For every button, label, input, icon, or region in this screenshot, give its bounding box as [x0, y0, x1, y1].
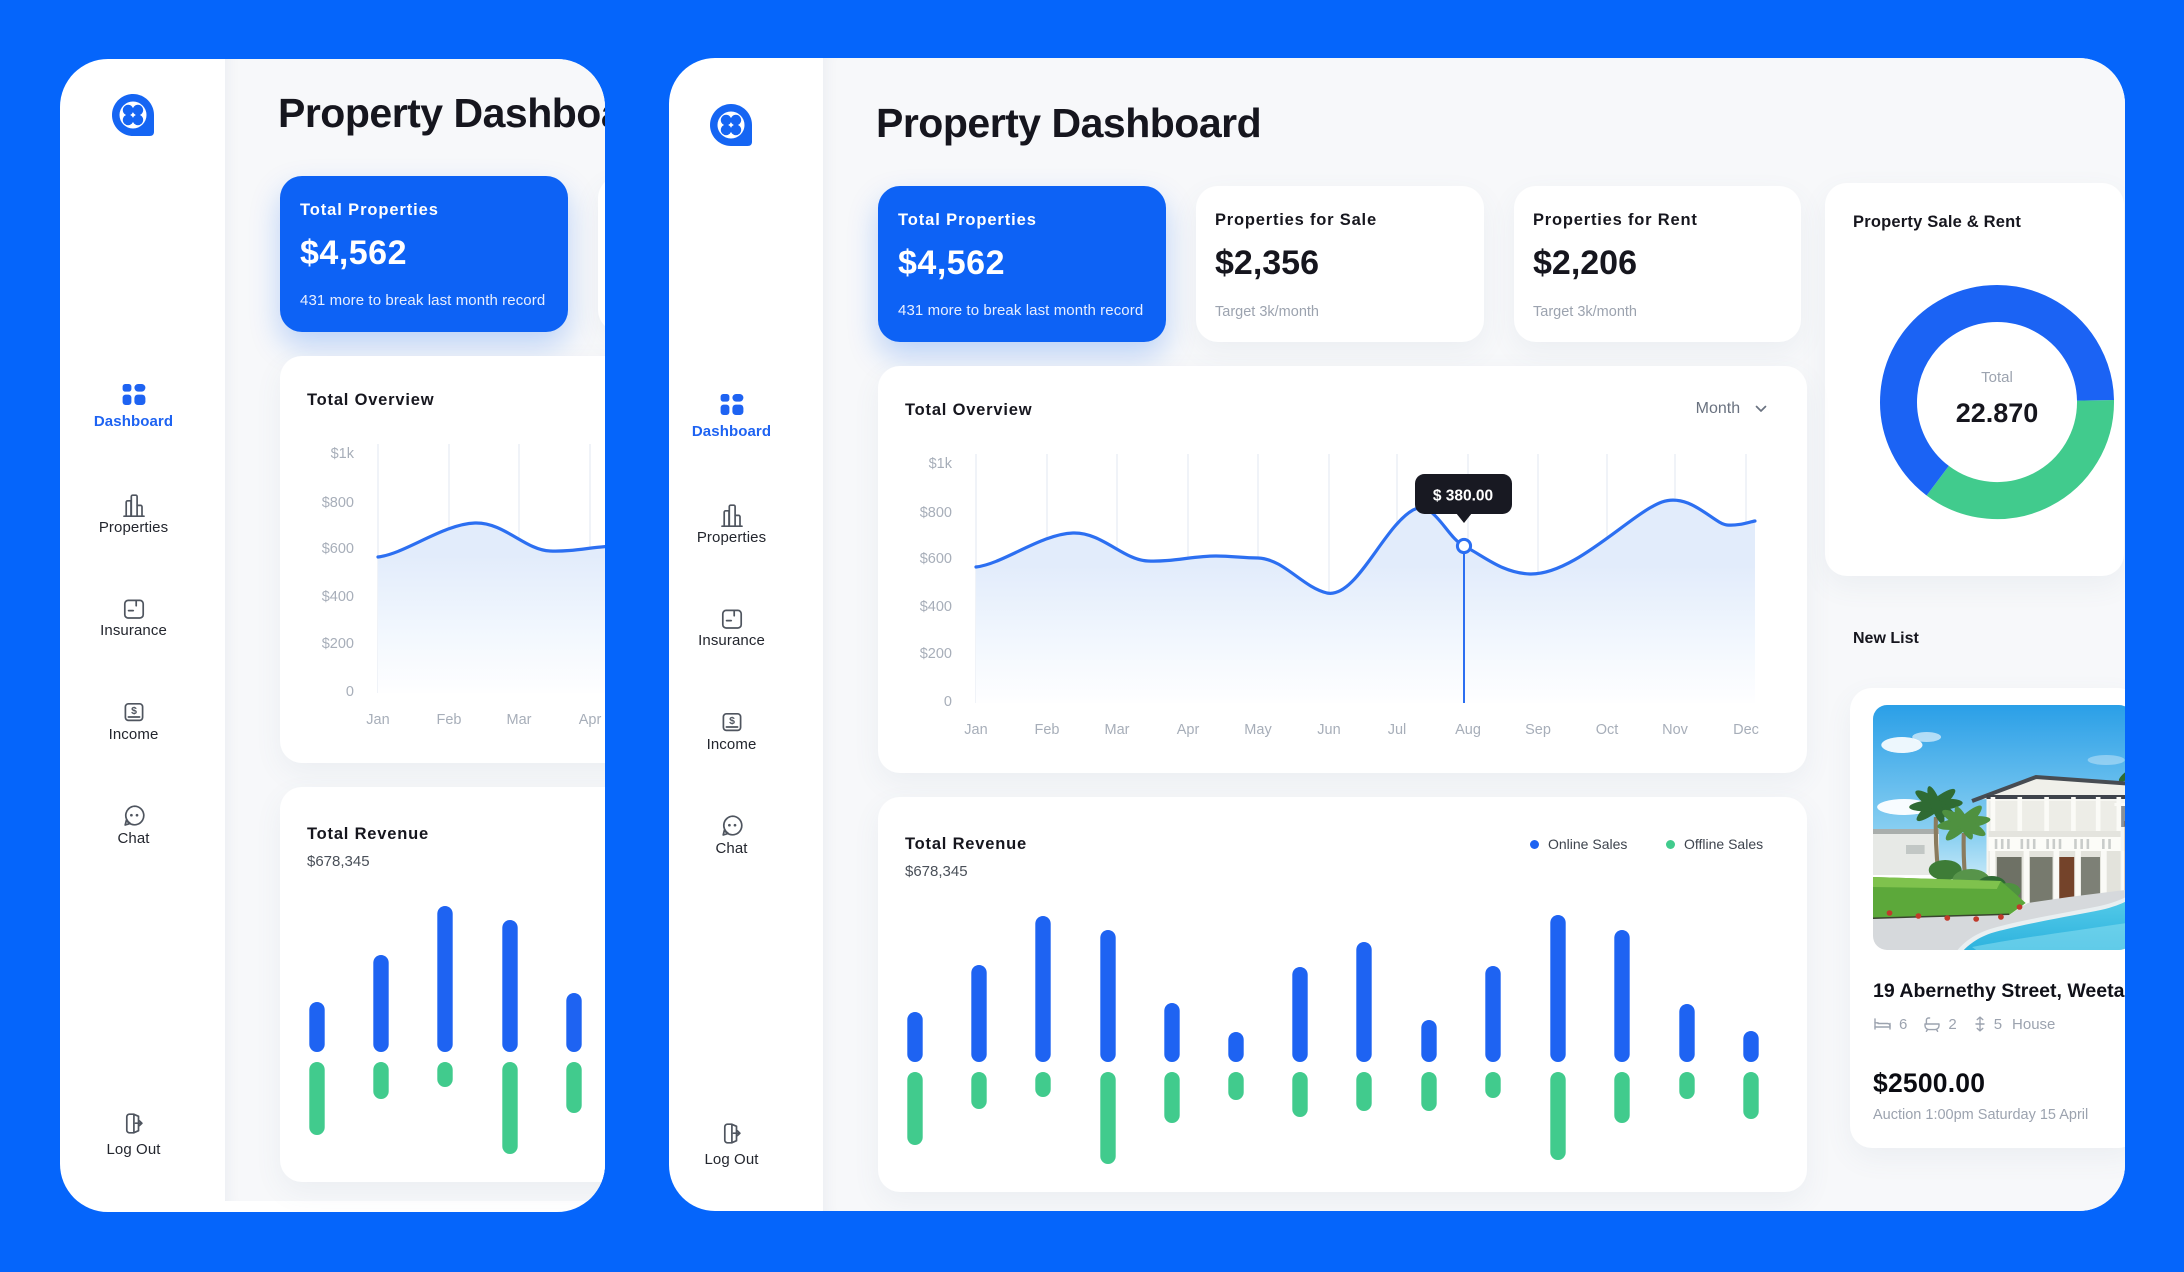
svg-text:$: $ [131, 705, 137, 717]
svg-text:$ 380.00: $ 380.00 [1433, 488, 1493, 505]
svg-text:$: $ [729, 715, 735, 727]
